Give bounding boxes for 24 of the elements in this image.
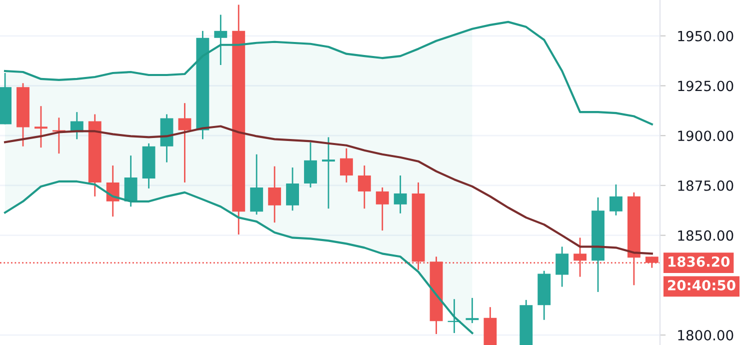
candlestick bbox=[286, 166, 300, 212]
y-tick-label: 1950.00 bbox=[678, 30, 734, 42]
y-tick-label: 1900.00 bbox=[678, 130, 734, 142]
candlestick bbox=[556, 246, 569, 288]
candlestick bbox=[466, 297, 479, 324]
candlestick bbox=[304, 142, 317, 188]
y-tick-label: 1875.00 bbox=[678, 180, 734, 191]
candlestick bbox=[178, 102, 192, 184]
y-tick-label: 1800.00 bbox=[678, 330, 734, 341]
candlestick bbox=[610, 184, 622, 216]
candlestick bbox=[340, 148, 353, 184]
ref-line-label: 1836.20 bbox=[668, 256, 730, 267]
candlestick bbox=[376, 186, 389, 232]
y-tick-label: 1925.00 bbox=[678, 80, 734, 92]
line-series bbox=[4, 20, 653, 126]
candlestick bbox=[322, 136, 335, 210]
candlestick bbox=[358, 164, 371, 210]
text: 20:40:50 bbox=[668, 280, 736, 290]
candlestick bbox=[394, 174, 407, 214]
y-tick-label: 1850.00 bbox=[678, 230, 734, 241]
candlestick bbox=[124, 154, 138, 208]
candlestick bbox=[268, 166, 282, 224]
candlestick bbox=[214, 14, 228, 66]
candlestick bbox=[34, 105, 48, 148]
